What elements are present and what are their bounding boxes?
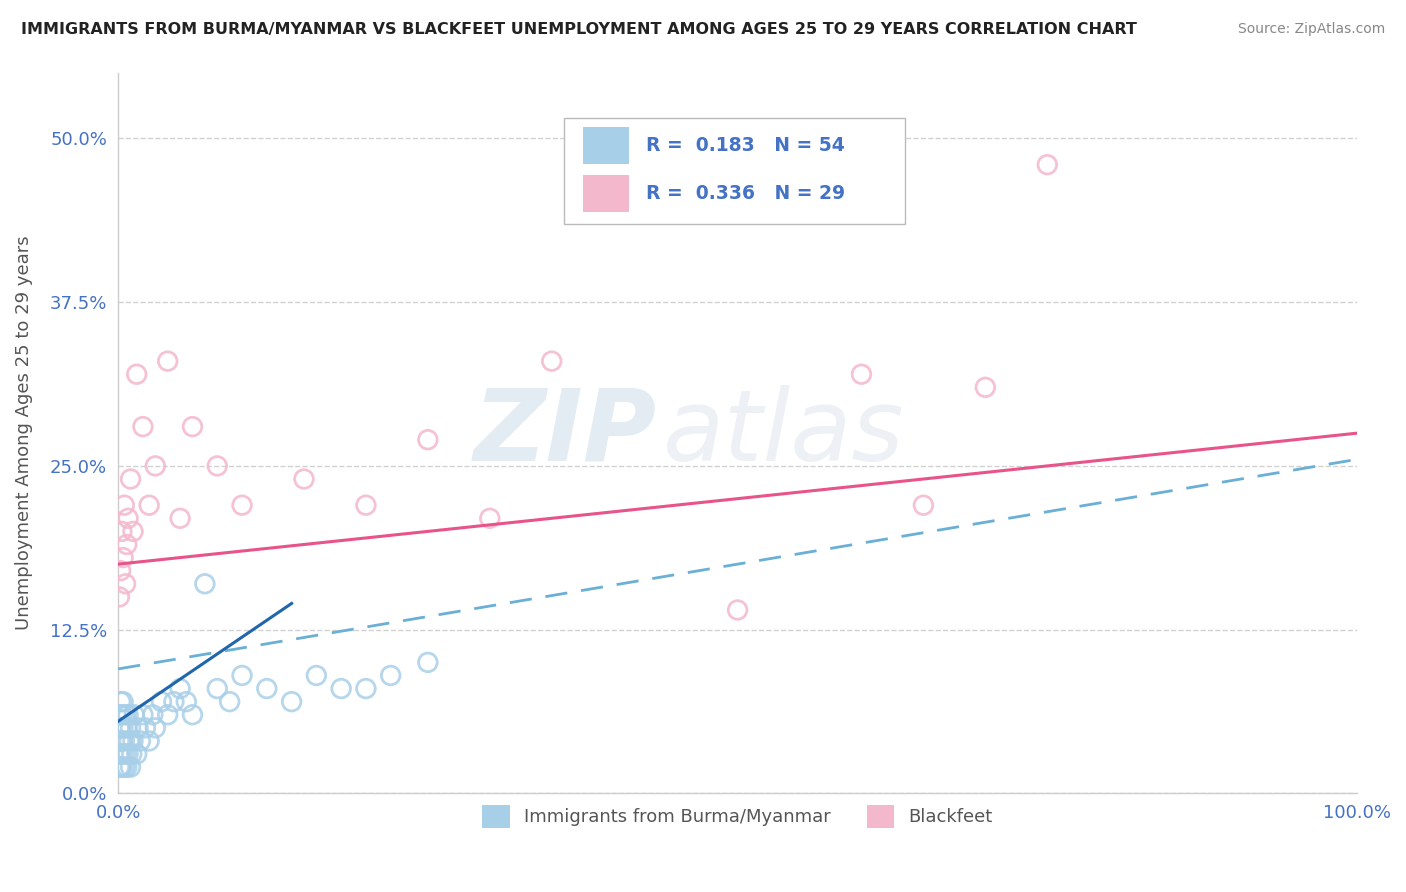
Point <box>125 368 148 382</box>
Point <box>181 707 204 722</box>
Point <box>108 734 131 748</box>
Point <box>108 760 131 774</box>
Text: IMMIGRANTS FROM BURMA/MYANMAR VS BLACKFEET UNEMPLOYMENT AMONG AGES 25 TO 29 YEAR: IMMIGRANTS FROM BURMA/MYANMAR VS BLACKFE… <box>21 22 1137 37</box>
Point <box>112 498 135 512</box>
Point <box>478 511 501 525</box>
Point <box>207 458 229 473</box>
Point <box>132 419 155 434</box>
Point <box>110 695 132 709</box>
Point <box>207 681 229 696</box>
Point <box>111 734 134 748</box>
Point <box>974 380 997 394</box>
Point <box>110 721 132 735</box>
Point <box>143 458 166 473</box>
Point <box>111 524 134 539</box>
FancyBboxPatch shape <box>582 127 628 164</box>
Point <box>231 668 253 682</box>
Point <box>122 707 145 722</box>
Point <box>169 511 191 525</box>
Point <box>117 511 139 525</box>
Point <box>156 707 179 722</box>
Point <box>108 707 131 722</box>
Point <box>143 721 166 735</box>
Point <box>727 603 749 617</box>
Point <box>218 695 240 709</box>
FancyBboxPatch shape <box>582 175 628 212</box>
Text: R =  0.336   N = 29: R = 0.336 N = 29 <box>645 184 845 202</box>
Point <box>912 498 935 512</box>
Point <box>138 734 160 748</box>
Point <box>125 747 148 761</box>
Point <box>110 760 132 774</box>
Point <box>354 681 377 696</box>
Point <box>120 721 142 735</box>
Point <box>181 419 204 434</box>
Point <box>111 760 134 774</box>
Point <box>134 721 156 735</box>
Point <box>416 656 439 670</box>
Point <box>150 695 173 709</box>
Point <box>138 498 160 512</box>
Point <box>122 734 145 748</box>
Legend: Immigrants from Burma/Myanmar, Blackfeet: Immigrants from Burma/Myanmar, Blackfeet <box>475 798 1000 835</box>
Point <box>114 707 136 722</box>
Point <box>112 695 135 709</box>
Point <box>122 524 145 539</box>
Text: R =  0.183   N = 54: R = 0.183 N = 54 <box>645 136 845 155</box>
Point <box>256 681 278 696</box>
Point <box>1036 158 1059 172</box>
Text: atlas: atlas <box>664 384 905 482</box>
Point <box>292 472 315 486</box>
Point <box>142 707 165 722</box>
Text: ZIP: ZIP <box>474 384 657 482</box>
Point <box>129 734 152 748</box>
Point <box>112 760 135 774</box>
Point <box>169 681 191 696</box>
Point <box>120 760 142 774</box>
Point <box>118 734 141 748</box>
Point <box>163 695 186 709</box>
Point <box>117 707 139 722</box>
Point <box>174 695 197 709</box>
Point <box>416 433 439 447</box>
Point <box>540 354 562 368</box>
Point <box>114 576 136 591</box>
Point <box>114 747 136 761</box>
Point <box>110 747 132 761</box>
Point <box>115 537 138 551</box>
Point <box>132 707 155 722</box>
Point <box>120 472 142 486</box>
Point <box>330 681 353 696</box>
Point <box>280 695 302 709</box>
Point <box>108 747 131 761</box>
FancyBboxPatch shape <box>564 118 905 224</box>
Point <box>112 747 135 761</box>
Point <box>115 721 138 735</box>
Point <box>231 498 253 512</box>
Point <box>108 721 131 735</box>
Point <box>354 498 377 512</box>
Text: Source: ZipAtlas.com: Source: ZipAtlas.com <box>1237 22 1385 37</box>
Point <box>110 564 132 578</box>
Y-axis label: Unemployment Among Ages 25 to 29 years: Unemployment Among Ages 25 to 29 years <box>15 235 32 631</box>
Point <box>112 721 135 735</box>
Point <box>851 368 873 382</box>
Point <box>156 354 179 368</box>
Point <box>112 550 135 565</box>
Point <box>380 668 402 682</box>
Point <box>305 668 328 682</box>
Point <box>111 707 134 722</box>
Point <box>194 576 217 591</box>
Point <box>115 760 138 774</box>
Point <box>127 721 149 735</box>
Point <box>108 590 131 604</box>
Point <box>117 747 139 761</box>
Point <box>121 747 143 761</box>
Point <box>112 734 135 748</box>
